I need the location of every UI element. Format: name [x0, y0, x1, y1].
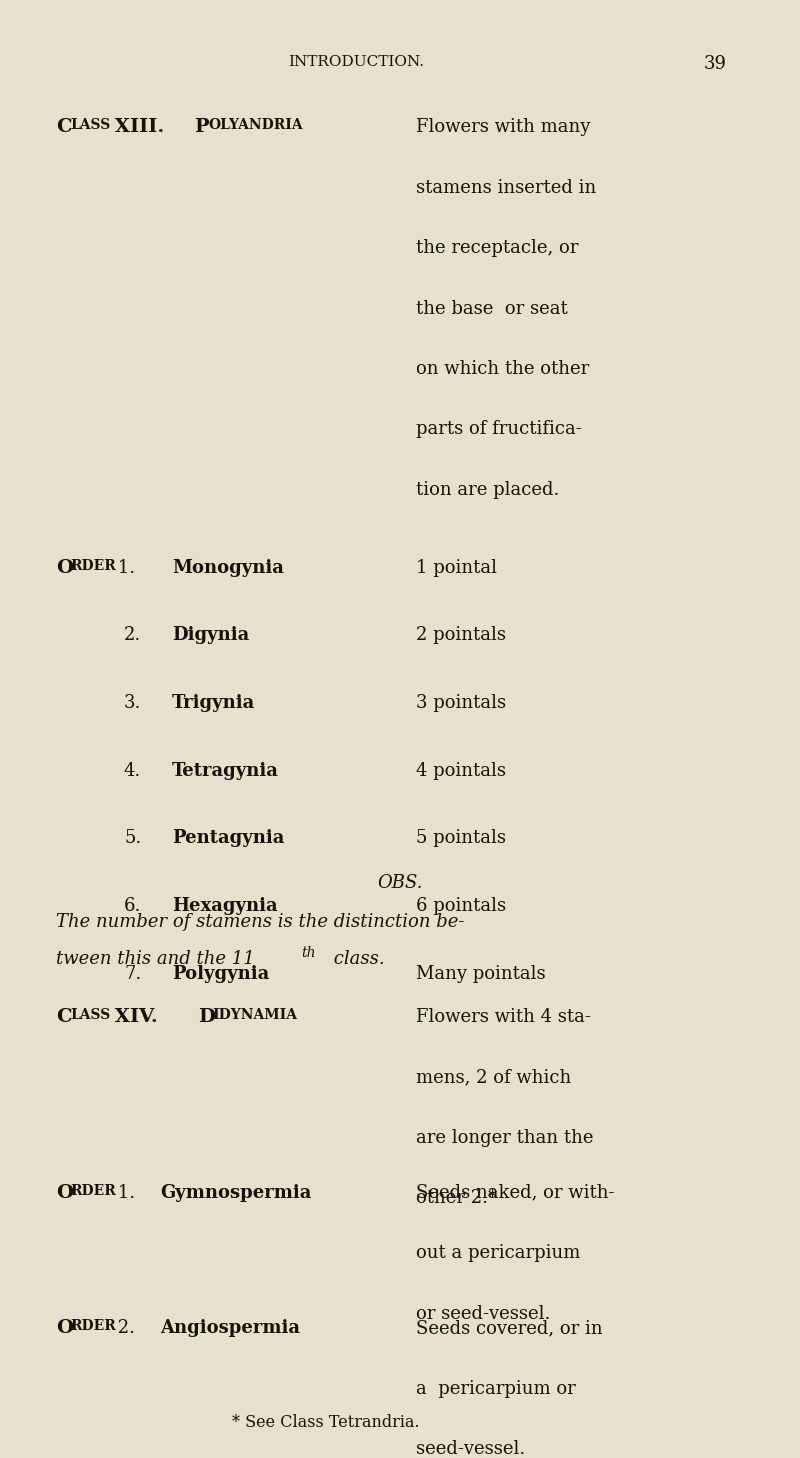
Text: 6.: 6.	[124, 897, 142, 916]
Text: 5.: 5.	[124, 830, 142, 847]
Text: Monogynia: Monogynia	[172, 558, 284, 577]
Text: 2.: 2.	[124, 627, 142, 644]
Text: RDER: RDER	[70, 1184, 116, 1197]
Text: 4 pointals: 4 pointals	[416, 761, 506, 780]
Text: th: th	[301, 946, 315, 959]
Text: 1 pointal: 1 pointal	[416, 558, 497, 577]
Text: 2 pointals: 2 pointals	[416, 627, 506, 644]
Text: 3 pointals: 3 pointals	[416, 694, 506, 712]
Text: class.: class.	[328, 951, 385, 968]
Text: tween this and the 11: tween this and the 11	[56, 951, 254, 968]
Text: 39: 39	[704, 55, 727, 73]
Text: 2.: 2.	[112, 1319, 135, 1337]
Text: LASS: LASS	[70, 118, 110, 133]
Text: Hexagynia: Hexagynia	[172, 897, 278, 916]
Text: other 2.*: other 2.*	[416, 1190, 497, 1207]
Text: XIII.: XIII.	[108, 118, 171, 136]
Text: IDYNAMIA: IDYNAMIA	[212, 1007, 297, 1022]
Text: 5 pointals: 5 pointals	[416, 830, 506, 847]
Text: on which the other: on which the other	[416, 360, 590, 378]
Text: mens, 2 of which: mens, 2 of which	[416, 1069, 571, 1086]
Text: C: C	[56, 118, 72, 136]
Text: INTRODUCTION.: INTRODUCTION.	[288, 55, 424, 69]
Text: are longer than the: are longer than the	[416, 1128, 594, 1147]
Text: OLYANDRIA: OLYANDRIA	[208, 118, 302, 133]
Text: stamens inserted in: stamens inserted in	[416, 178, 596, 197]
Text: The number of stamens is the distinction be-: The number of stamens is the distinction…	[56, 913, 465, 932]
Text: O: O	[56, 558, 73, 577]
Text: O: O	[56, 1184, 73, 1201]
Text: O: O	[56, 1319, 73, 1337]
Text: 4.: 4.	[124, 761, 142, 780]
Text: 1.: 1.	[112, 1184, 135, 1201]
Text: LASS: LASS	[70, 1007, 110, 1022]
Text: parts of fructifica-: parts of fructifica-	[416, 420, 582, 439]
Text: RDER: RDER	[70, 1319, 116, 1333]
Text: Angiospermia: Angiospermia	[160, 1319, 300, 1337]
Text: 3.: 3.	[124, 694, 142, 712]
Text: Tetragynia: Tetragynia	[172, 761, 279, 780]
Text: seed-vessel.: seed-vessel.	[416, 1441, 526, 1458]
Text: Flowers with 4 sta-: Flowers with 4 sta-	[416, 1007, 591, 1026]
Text: the base  or seat: the base or seat	[416, 299, 568, 318]
Text: C: C	[56, 1007, 72, 1026]
Text: Seeds naked, or with-: Seeds naked, or with-	[416, 1184, 614, 1201]
Text: tion are placed.: tion are placed.	[416, 481, 559, 499]
Text: Many pointals: Many pointals	[416, 965, 546, 983]
Text: * See Class Tetrandria.: * See Class Tetrandria.	[232, 1414, 420, 1432]
Text: out a pericarpium: out a pericarpium	[416, 1244, 580, 1263]
Text: RDER: RDER	[70, 558, 116, 573]
Text: Trigynia: Trigynia	[172, 694, 255, 712]
Text: D: D	[198, 1007, 215, 1026]
Text: XIV.: XIV.	[108, 1007, 165, 1026]
Text: or seed-vessel.: or seed-vessel.	[416, 1305, 550, 1322]
Text: 7.: 7.	[124, 965, 142, 983]
Text: OBS.: OBS.	[378, 875, 422, 892]
Text: Digynia: Digynia	[172, 627, 250, 644]
Text: 1.: 1.	[112, 558, 135, 577]
Text: Flowers with many: Flowers with many	[416, 118, 590, 136]
Text: Seeds covered, or in: Seeds covered, or in	[416, 1319, 602, 1337]
Text: Pentagynia: Pentagynia	[172, 830, 284, 847]
Text: P: P	[194, 118, 209, 136]
Text: Gymnospermia: Gymnospermia	[160, 1184, 311, 1201]
Text: a  pericarpium or: a pericarpium or	[416, 1379, 576, 1398]
Text: the receptacle, or: the receptacle, or	[416, 239, 578, 257]
Text: Polygynia: Polygynia	[172, 965, 270, 983]
Text: 6 pointals: 6 pointals	[416, 897, 506, 916]
